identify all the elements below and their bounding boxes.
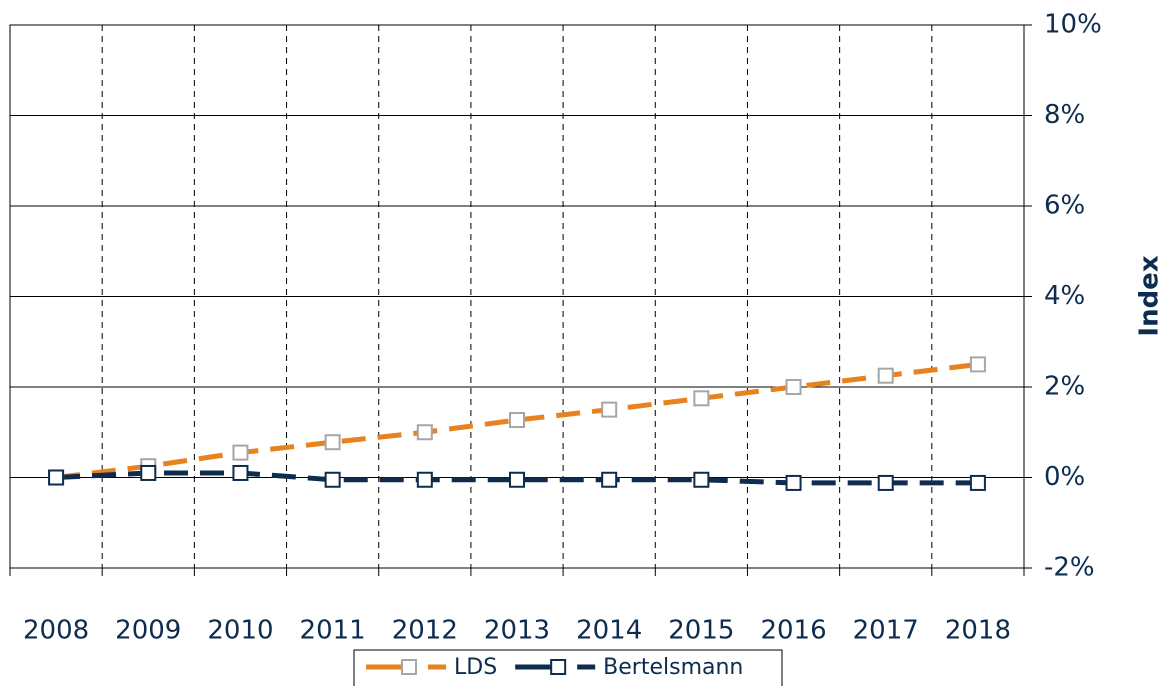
marker [324,471,341,488]
marker [48,469,65,486]
y-tick-label: 8% [1044,100,1085,130]
x-tick-label: 2015 [668,616,734,646]
x-tick-label: 2010 [207,616,273,646]
marker [416,424,433,441]
y-tick-label: 6% [1044,191,1085,221]
marker [969,356,986,373]
x-tick-label: 2013 [484,616,550,646]
legend-marker [401,659,417,675]
marker [601,401,618,418]
legend-marker [550,659,567,675]
y-tick-label: 2% [1044,372,1085,402]
x-tick-label: 2014 [576,616,642,646]
series-line [55,361,979,480]
marker [140,464,157,481]
marker [324,434,341,451]
marker [785,379,802,395]
x-tick-label: 2008 [23,616,89,646]
marker [969,474,986,491]
marker [785,474,802,491]
x-tick-label: 2016 [760,616,826,646]
legend-box [353,649,783,686]
marker [509,471,525,488]
legend-label: LDS [454,655,497,680]
y-tick-label: 0% [1044,462,1085,492]
x-tick-label: 2011 [300,616,366,646]
y-tick-label: -2% [1044,553,1095,583]
marker [693,390,710,407]
marker [509,412,525,429]
x-tick-label: 2012 [392,616,458,646]
x-tick-label: 2017 [853,616,919,646]
marker [232,444,249,461]
x-tick-label: 2009 [115,616,181,646]
y-tick-label: 4% [1044,281,1085,311]
y-axis-label: Index [1135,255,1165,336]
x-tick-label: 2018 [945,616,1011,646]
series-line [55,470,978,486]
legend-label: Bertelsmann [603,655,743,680]
marker [232,464,249,481]
marker [416,471,433,488]
marker [601,471,618,488]
marker [693,471,710,488]
y-tick-label: 10% [1044,10,1102,40]
marker [877,474,894,491]
marker [877,367,894,384]
